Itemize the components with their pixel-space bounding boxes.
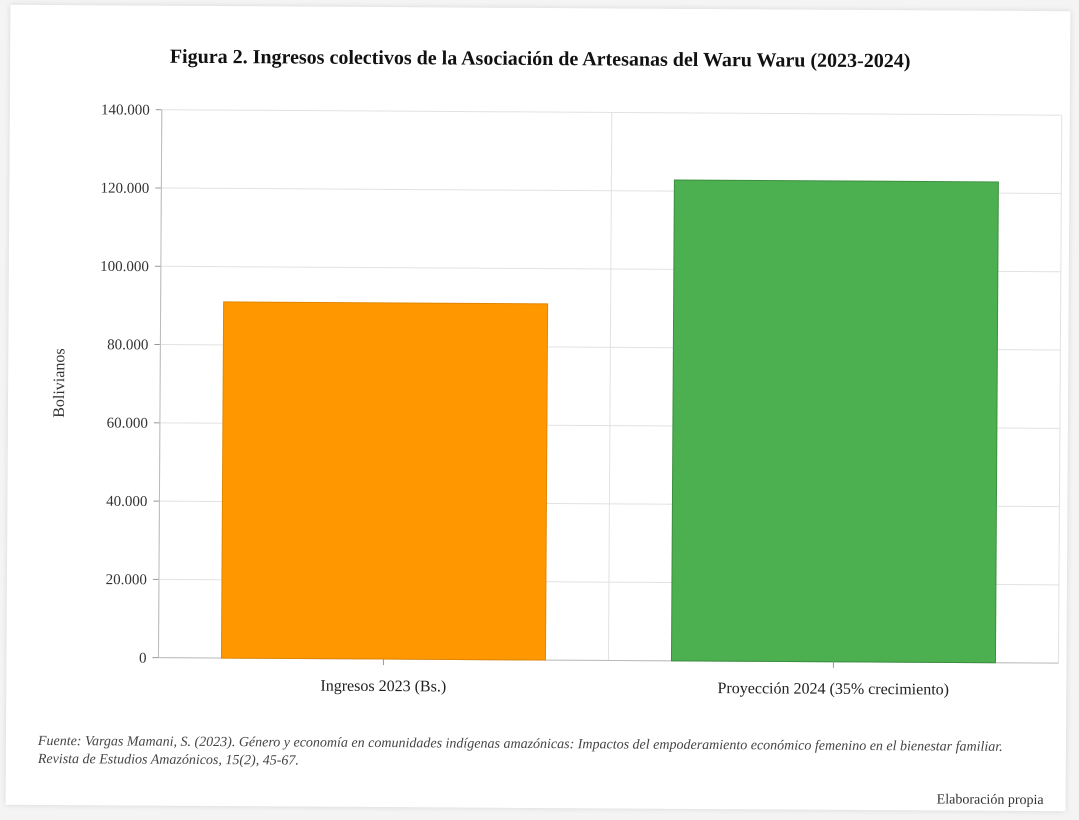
gridline-x bbox=[1057, 115, 1063, 664]
bar-chart: 0 20.000 40.000 60.000 80.000 100.000 120.000 1… bbox=[51, 102, 1063, 699]
bar bbox=[220, 301, 549, 661]
y-tick-label: 20.000 bbox=[106, 572, 147, 588]
figure-page: Figura 2. Ingresos colectivos de la Asoc… bbox=[5, 4, 1071, 812]
y-axis-line bbox=[157, 109, 163, 658]
credit-note: Elaboración propia bbox=[936, 792, 1044, 809]
y-tick-label: 100.000 bbox=[100, 259, 149, 275]
y-tick-label: 120.000 bbox=[101, 181, 150, 197]
gridline-x bbox=[607, 112, 613, 661]
y-axis-label: Bolivianos bbox=[51, 348, 68, 417]
bar bbox=[670, 179, 999, 664]
source-citation: Fuente: Vargas Mamani, S. (2023). Género… bbox=[37, 733, 1003, 769]
y-tick-label: 60.000 bbox=[107, 416, 148, 432]
y-tick-label: 140.000 bbox=[101, 102, 150, 118]
y-tick-label: 80.000 bbox=[107, 337, 148, 353]
x-tick-label: Proyección 2024 (35% crecimiento) bbox=[717, 680, 949, 698]
x-tick-label: Ingresos 2023 (Bs.) bbox=[320, 678, 446, 696]
y-tick-label: 40.000 bbox=[106, 494, 147, 510]
y-tick-label: 0 bbox=[139, 651, 147, 667]
